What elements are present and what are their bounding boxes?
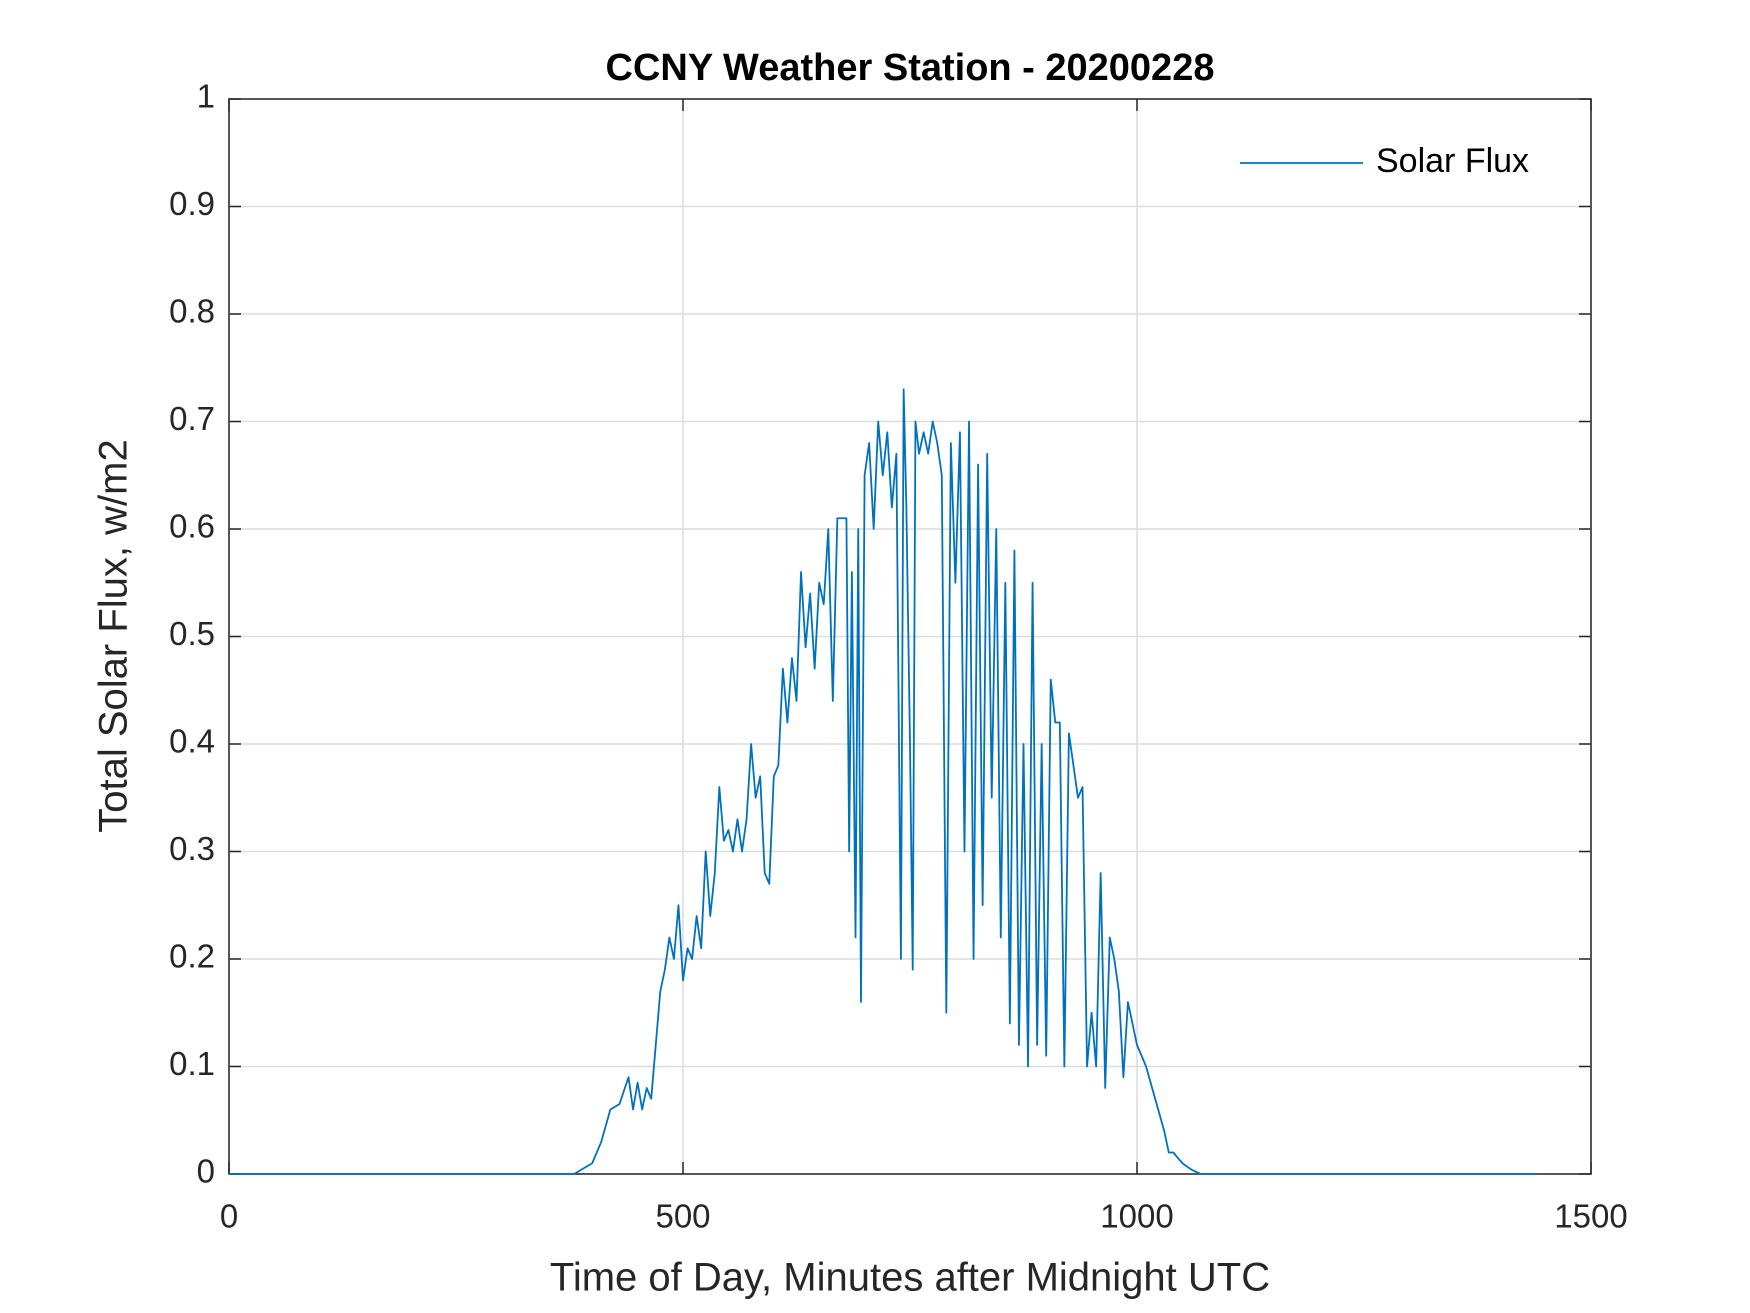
- chart-title: CCNY Weather Station - 20200228: [606, 47, 1215, 89]
- y-tick-label: 0.6: [169, 508, 215, 545]
- y-tick-label: 0.3: [169, 830, 215, 867]
- x-tick-label: 0: [220, 1198, 238, 1235]
- legend-label: Solar Flux: [1376, 142, 1529, 180]
- y-tick-label: 0.4: [169, 723, 215, 760]
- y-tick-label: 0.2: [169, 938, 215, 975]
- x-tick-label: 500: [655, 1198, 710, 1235]
- y-tick-label: 0.5: [169, 615, 215, 652]
- x-axis-label: Time of Day, Minutes after Midnight UTC: [550, 1256, 1270, 1300]
- y-axis-label: Total Solar Flux, w/m2: [92, 439, 136, 832]
- x-tick-label: 1500: [1554, 1198, 1627, 1235]
- data-line: [229, 388, 1537, 1175]
- y-tick-label: 0.7: [169, 400, 215, 437]
- x-tick-label: 1000: [1100, 1198, 1173, 1235]
- y-tick-label: 0.8: [169, 293, 215, 330]
- y-tick-label: 0.1: [169, 1045, 215, 1082]
- y-tick-label: 0: [197, 1153, 215, 1190]
- y-tick-label: 0.9: [169, 185, 215, 222]
- plot-frame: [228, 98, 1592, 1175]
- y-tick-label: 1: [197, 78, 215, 115]
